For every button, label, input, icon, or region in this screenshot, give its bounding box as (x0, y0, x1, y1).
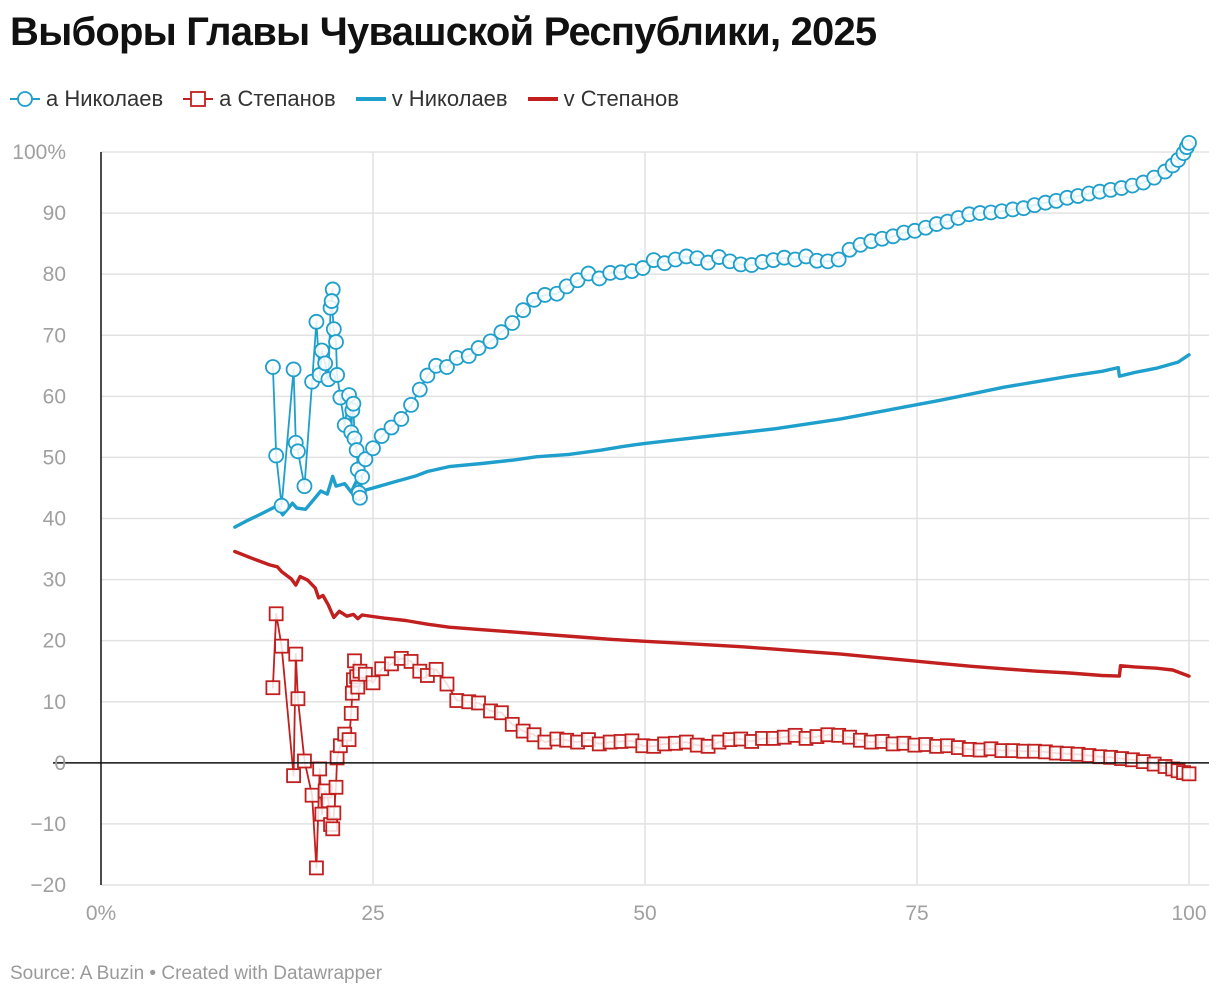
circle-marker (504, 315, 521, 331)
circle-marker (345, 395, 362, 412)
square-marker (288, 646, 304, 662)
y-tick-label: 50 (43, 446, 66, 469)
square-marker (493, 705, 509, 721)
square-marker (297, 753, 312, 769)
legend-line-marker-icon (527, 97, 558, 101)
series-line-2 (233, 353, 1191, 529)
circle-marker (515, 302, 532, 319)
circle-marker (265, 359, 281, 375)
square-marker (309, 860, 324, 876)
circle-marker (830, 251, 847, 268)
square-marker (268, 606, 284, 622)
circle-marker (365, 440, 381, 457)
square-marker (304, 787, 320, 803)
y-tick-label: 100% (12, 141, 66, 164)
chart-legend: a Николаев a Степанов v Николаев v Степа… (10, 86, 679, 112)
square-marker (439, 676, 455, 692)
square-marker (265, 680, 281, 696)
square-marker (312, 761, 328, 777)
legend-item-a-stepanov: a Степанов (183, 86, 336, 112)
legend-label: v Степанов (563, 86, 679, 111)
circle-marker (308, 313, 325, 330)
square-marker (1181, 766, 1197, 782)
y-tick-label: 70 (43, 324, 66, 347)
x-tick-label: 25 (361, 902, 384, 925)
circle-marker (393, 411, 410, 427)
source-note: Source: A Buzin • Created with Datawrapp… (10, 963, 383, 984)
circle-marker (328, 334, 344, 350)
circle-marker (634, 260, 651, 276)
x-tick-label: 100 (1171, 902, 1206, 925)
y-tick-label: −10 (30, 813, 66, 836)
y-tick-label: 40 (43, 508, 66, 531)
circle-marker (419, 367, 436, 384)
circle-marker (325, 321, 342, 338)
legend-line-marker-icon (355, 97, 386, 101)
square-marker (290, 691, 306, 707)
y-tick-label: 90 (43, 202, 66, 225)
circle-marker (383, 419, 400, 436)
axis-layer (53, 152, 1209, 885)
square-marker (328, 779, 344, 795)
x-tick-label: 50 (633, 902, 656, 925)
y-tick-label: 20 (43, 630, 66, 653)
x-tick-label: 75 (905, 902, 928, 925)
circle-marker (285, 361, 302, 378)
legend-square-marker-icon (183, 91, 214, 107)
legend-label: a Степанов (219, 86, 336, 111)
legend-label: a Николаев (46, 86, 164, 111)
y-tick-label: 0 (54, 752, 66, 775)
square-marker (471, 695, 486, 711)
square-marker (286, 768, 301, 784)
square-marker (449, 693, 465, 708)
circle-marker (470, 340, 487, 356)
circle-marker (1181, 134, 1197, 151)
circle-marker (273, 497, 290, 514)
legend-item-v-stepanov: v Степанов (527, 86, 679, 112)
circle-marker (439, 359, 455, 375)
legend-item-v-nikolaev: v Николаев (355, 86, 508, 112)
y-tick-label: 60 (43, 385, 66, 408)
circle-marker (296, 478, 313, 495)
square-marker (274, 638, 290, 654)
circle-marker (482, 333, 499, 350)
square-marker (326, 805, 342, 821)
circle-marker (357, 451, 374, 468)
marker-layer (265, 134, 1197, 876)
square-marker (537, 734, 553, 750)
square-marker (428, 661, 444, 677)
square-marker (341, 732, 357, 748)
y-tick-label: −20 (30, 874, 66, 897)
y-tick-label: 80 (43, 263, 66, 286)
circle-marker (352, 489, 368, 506)
circle-marker (268, 447, 285, 464)
x-tick-label: 0% (86, 902, 116, 925)
legend-circle-marker-icon (10, 91, 40, 107)
circle-marker (323, 293, 340, 309)
y-tick-label: 10 (43, 691, 66, 714)
y-tick-label: 30 (43, 569, 66, 592)
square-marker (365, 675, 381, 691)
circle-marker (373, 428, 390, 444)
circle-marker (354, 469, 371, 485)
square-marker (350, 679, 366, 695)
circle-marker (403, 396, 419, 413)
chart-title: Выборы Главы Чувашской Республики, 2025 (10, 10, 877, 54)
circle-marker (411, 381, 428, 398)
circle-marker (313, 342, 330, 359)
circle-marker (493, 324, 510, 341)
legend-label: v Николаев (391, 86, 508, 111)
square-marker (320, 793, 336, 809)
circle-marker (290, 443, 306, 460)
circle-marker (317, 355, 334, 372)
circle-marker (329, 367, 345, 383)
square-marker (343, 705, 359, 721)
square-marker (325, 821, 341, 837)
legend-item-a-nikolaev: a Николаев (10, 86, 163, 112)
series-line-3 (233, 549, 1191, 678)
